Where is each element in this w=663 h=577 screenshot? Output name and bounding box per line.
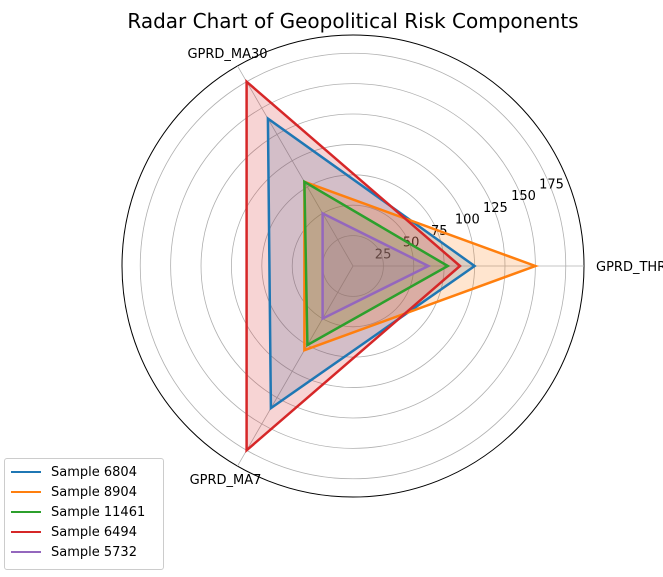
spoke-1	[237, 65, 354, 267]
series-line-4	[321, 211, 432, 321]
r-tick-label: 100	[455, 212, 480, 227]
spoke-2	[237, 265, 354, 467]
series-line-1	[303, 180, 540, 352]
legend-swatch	[11, 531, 41, 533]
axis-label-0: GPRD_THREAT	[596, 260, 663, 275]
chart-title: Radar Chart of Geopolitical Risk Compone…	[127, 9, 578, 33]
legend-item: Sample 6804	[11, 462, 157, 482]
legend-label: Sample 6494	[51, 524, 137, 540]
legend-label: Sample 5732	[51, 544, 137, 560]
legend-label: Sample 11461	[51, 504, 146, 520]
series-fill-3	[246, 81, 460, 451]
r-tick-label: 150	[511, 189, 536, 204]
axis-label-2: GPRD_MA7	[190, 473, 262, 488]
legend-label: Sample 6804	[51, 464, 137, 480]
legend-item: Sample 5732	[11, 542, 157, 562]
series-line-2	[303, 179, 451, 348]
legend: Sample 6804 Sample 8904 Sample 11461 Sample…	[4, 458, 164, 570]
series-line-0	[266, 116, 477, 411]
legend-swatch	[11, 471, 41, 473]
series-fill-4	[322, 213, 429, 319]
series-layer	[245, 78, 540, 454]
series-line-3	[245, 78, 462, 454]
axis-labels: GPRD_THREAT GPRD_MA30 GPRD_MA7	[187, 47, 663, 488]
r-tick-label: 125	[483, 201, 508, 216]
legend-label: Sample 8904	[51, 484, 137, 500]
legend-item: Sample 11461	[11, 502, 157, 522]
series-fill-1	[304, 181, 536, 351]
legend-item: Sample 6494	[11, 522, 157, 542]
legend-swatch	[11, 511, 41, 513]
r-tick-label: 175	[539, 178, 564, 193]
legend-item: Sample 8904	[11, 482, 157, 502]
legend-swatch	[11, 551, 41, 553]
r-tick-label: 25	[375, 247, 392, 262]
legend-swatch	[11, 491, 41, 493]
axis-label-1: GPRD_MA30	[187, 47, 267, 62]
